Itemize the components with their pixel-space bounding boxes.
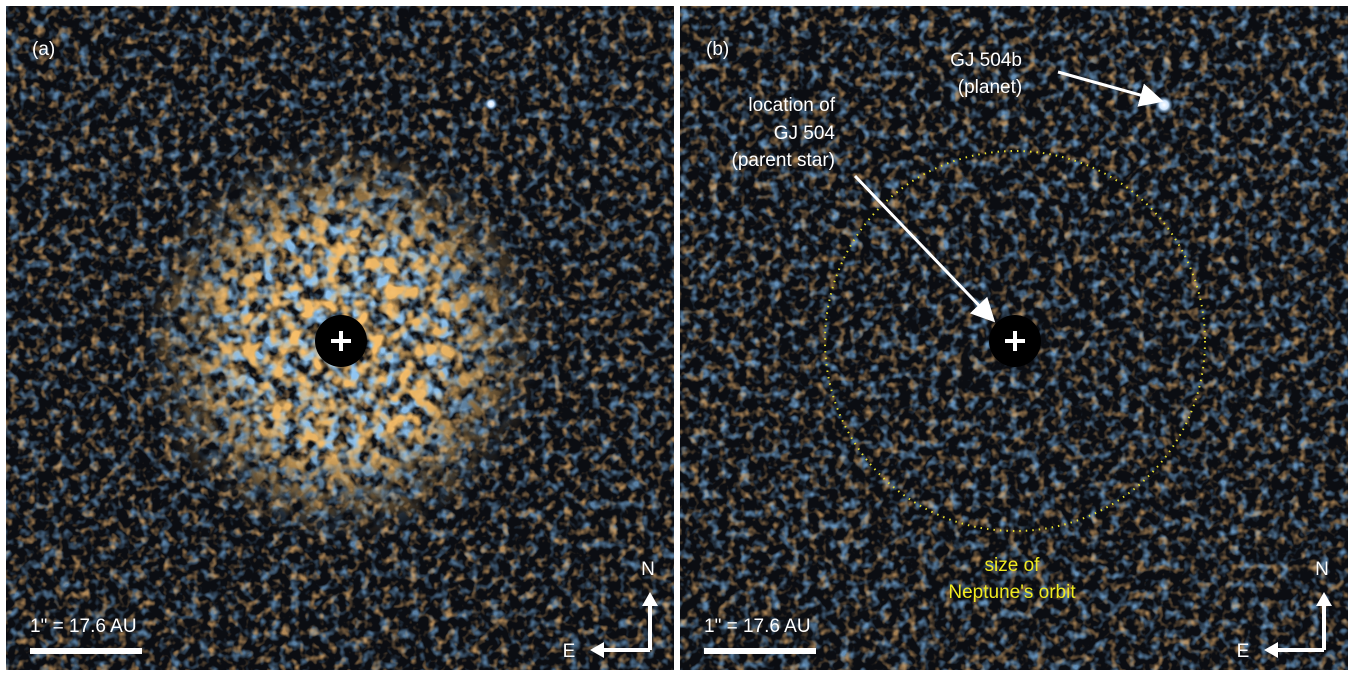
planet-name: GJ 504b xyxy=(950,50,1022,71)
planet-arrow xyxy=(1057,70,1164,107)
star-label: (parent star) xyxy=(732,150,835,171)
star-label: location of xyxy=(748,95,835,116)
panel-label: (a) xyxy=(32,39,55,60)
compass xyxy=(600,602,652,652)
compass-east: E xyxy=(1237,641,1250,662)
compass-north: N xyxy=(1315,559,1329,580)
star-cross xyxy=(1005,331,1025,351)
compass-heads xyxy=(1264,592,1332,658)
star-arrow xyxy=(853,174,996,323)
star-label: GJ 504 xyxy=(774,123,836,144)
orbit-label: size of xyxy=(985,555,1041,576)
panel-a: (a) 1" = 17.6 AU N E xyxy=(6,6,674,670)
planet xyxy=(485,98,497,110)
compass-heads xyxy=(590,592,658,658)
scale-label: 1" = 17.6 AU xyxy=(30,616,137,637)
compass-north: N xyxy=(641,559,655,580)
scale-bar xyxy=(704,648,816,654)
panel-b: (b) GJ 504b (planet) location of GJ 504 … xyxy=(680,6,1348,670)
scale-label: 1" = 17.6 AU xyxy=(704,616,811,637)
panel-label: (b) xyxy=(706,39,729,60)
planet-note: (planet) xyxy=(958,77,1022,98)
orbit-label: Neptune's orbit xyxy=(948,582,1076,603)
compass xyxy=(1274,602,1326,652)
compass-east: E xyxy=(563,641,576,662)
star-cross xyxy=(331,331,351,351)
neptune-orbit xyxy=(824,150,1206,532)
scale-bar xyxy=(30,648,142,654)
